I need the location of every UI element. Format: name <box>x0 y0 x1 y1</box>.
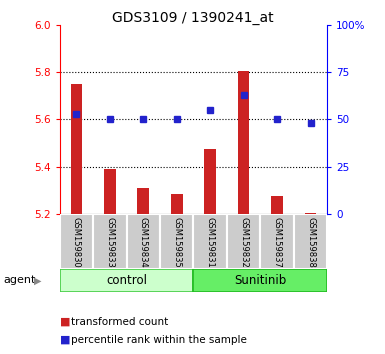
Text: percentile rank within the sample: percentile rank within the sample <box>71 335 247 345</box>
Bar <box>104 169 116 214</box>
Text: ▶: ▶ <box>34 275 42 285</box>
Bar <box>305 213 316 214</box>
Bar <box>227 214 260 269</box>
Bar <box>271 196 283 214</box>
Bar <box>238 71 249 214</box>
Text: Sunitinib: Sunitinib <box>234 274 286 287</box>
Bar <box>60 214 93 269</box>
Text: transformed count: transformed count <box>71 317 169 327</box>
Text: GSM159838: GSM159838 <box>306 217 315 268</box>
Text: agent: agent <box>4 275 36 285</box>
Text: control: control <box>106 274 147 287</box>
Text: GSM159831: GSM159831 <box>206 217 215 268</box>
Bar <box>193 269 327 292</box>
Text: GSM159834: GSM159834 <box>139 217 148 268</box>
Text: ■: ■ <box>60 317 70 327</box>
Bar <box>294 214 327 269</box>
Bar <box>60 269 193 292</box>
Bar <box>193 214 227 269</box>
Text: GSM159833: GSM159833 <box>105 217 114 268</box>
Bar <box>137 188 149 214</box>
Text: GSM159837: GSM159837 <box>273 217 281 268</box>
Bar <box>127 214 160 269</box>
Bar <box>70 84 82 214</box>
Bar <box>204 149 216 214</box>
Bar <box>171 194 182 214</box>
Bar <box>260 214 294 269</box>
Text: GSM159835: GSM159835 <box>172 217 181 268</box>
Bar <box>160 214 194 269</box>
Text: GDS3109 / 1390241_at: GDS3109 / 1390241_at <box>112 11 273 25</box>
Text: GSM159832: GSM159832 <box>239 217 248 268</box>
Text: GSM159830: GSM159830 <box>72 217 81 268</box>
Text: ■: ■ <box>60 335 70 345</box>
Bar <box>93 214 127 269</box>
